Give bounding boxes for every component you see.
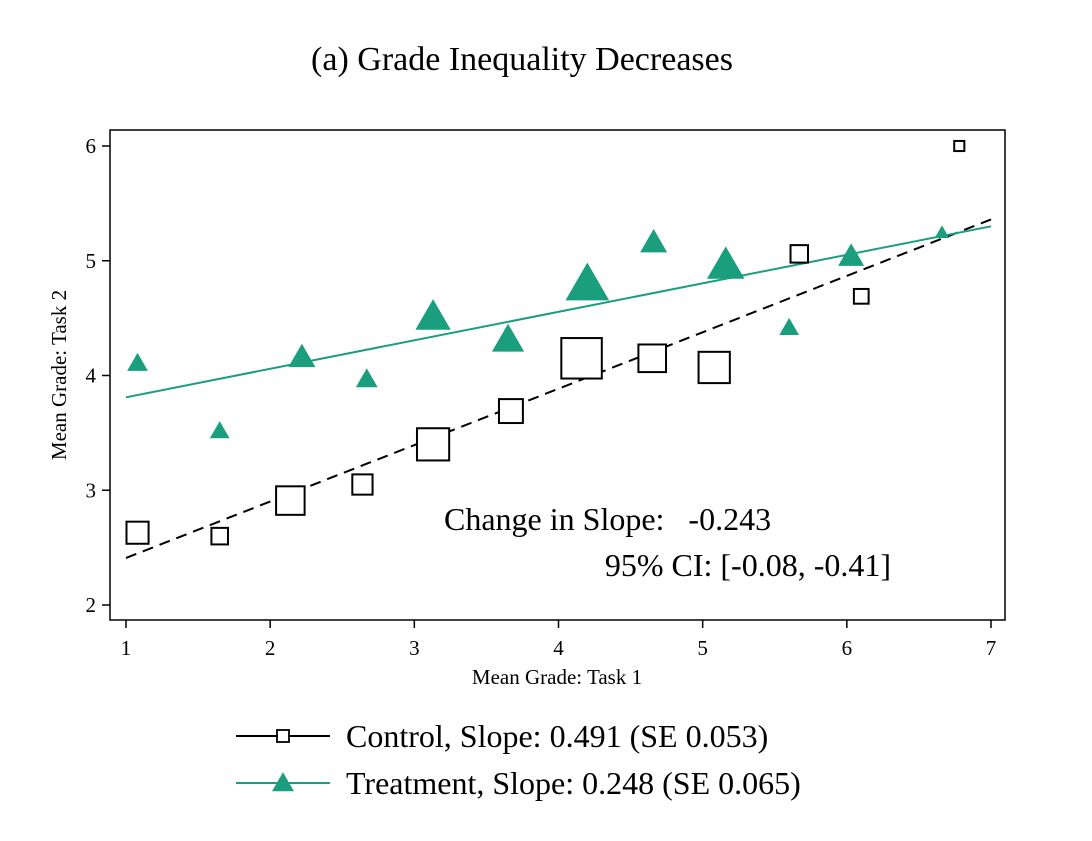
- x-tick-label: 3: [409, 636, 420, 660]
- treatment-point-marker: [779, 317, 800, 335]
- control-point-marker: [953, 139, 966, 153]
- y-axis-label: Mean Grade: Task 2: [47, 290, 71, 460]
- fit-line-series-1: [125, 218, 992, 559]
- control-point-marker: [125, 520, 150, 545]
- x-tick-label: 7: [986, 636, 997, 660]
- treatment-point-marker: [838, 243, 865, 266]
- legend: Control, Slope: 0.491 (SE 0.053) Treatmen…: [236, 718, 801, 801]
- control-point-marker: [852, 287, 870, 305]
- legend-triangle-icon: [272, 772, 294, 792]
- treatment-point-marker: [707, 246, 745, 279]
- x-tick-label: 1: [121, 636, 132, 660]
- control-point-marker: [560, 337, 603, 380]
- y-tick-label: 5: [86, 249, 97, 273]
- control-point-marker: [210, 526, 229, 546]
- treatment-point-marker: [355, 368, 378, 388]
- control-point-marker: [637, 343, 668, 374]
- fit-line-series-2: [125, 225, 992, 399]
- control-point-marker: [789, 244, 809, 264]
- data-points: [125, 139, 966, 546]
- treatment-point-marker: [640, 229, 668, 253]
- annotation-change-in-slope: Change in Slope: -0.243: [444, 501, 771, 537]
- control-point-marker: [697, 350, 731, 385]
- legend-square-icon: [276, 729, 290, 743]
- chart-title: (a) Grade Inequality Decreases: [311, 41, 733, 78]
- x-tick-label: 6: [842, 636, 853, 660]
- treatment-point-marker: [288, 343, 316, 368]
- treatment-point-marker: [491, 323, 525, 352]
- y-tick-label: 6: [86, 134, 97, 158]
- legend-label-2: Treatment, Slope: 0.248 (SE 0.065): [346, 765, 801, 801]
- legend-label-1: Control, Slope: 0.491 (SE 0.053): [346, 718, 768, 754]
- treatment-point-marker: [565, 262, 610, 301]
- annotation-confidence-interval: 95% CI: [-0.08, -0.41]: [605, 547, 891, 583]
- y-tick-label: 2: [86, 593, 97, 617]
- y-tick-label: 4: [86, 364, 97, 388]
- x-tick-label: 5: [697, 636, 708, 660]
- x-tick-label: 4: [553, 636, 564, 660]
- treatment-point-marker: [415, 299, 451, 330]
- control-point-marker: [497, 398, 524, 425]
- treatment-point-marker: [127, 352, 148, 371]
- treatment-point-marker: [209, 421, 230, 439]
- treatment-point-marker: [934, 225, 950, 238]
- control-point-marker: [275, 485, 306, 516]
- control-point-marker: [415, 427, 451, 462]
- control-point-marker: [351, 473, 374, 496]
- x-tick-label: 2: [265, 636, 276, 660]
- x-axis-label: Mean Grade: Task 1: [472, 665, 642, 689]
- y-tick-label: 3: [86, 478, 97, 502]
